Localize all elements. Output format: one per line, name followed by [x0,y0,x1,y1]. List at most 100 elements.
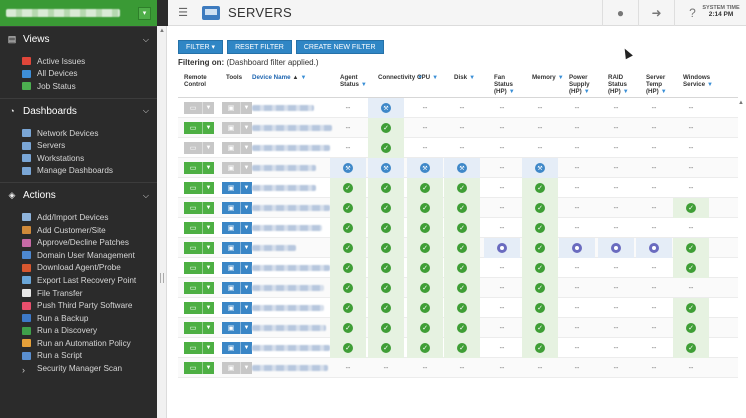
status-ok-icon[interactable]: ✓ [686,243,696,253]
chevron-down-icon[interactable]: ▼ [240,102,252,114]
column-header-memory[interactable]: Memory ▼ [532,74,564,82]
remote-control-button[interactable]: ▭ ▼ [184,282,214,294]
status-maintenance-icon[interactable]: ⚒ [457,163,467,173]
chevron-down-icon[interactable]: ▼ [240,362,252,374]
status-ok-icon[interactable]: ✓ [381,263,391,273]
sidebar-item-job-status[interactable]: Job Status [0,80,157,93]
filter-button[interactable]: FILTER ▾ [178,40,224,54]
status-ok-icon[interactable]: ✓ [535,263,545,273]
table-row[interactable]: ▭ ▼ ▣ ▼ -- ✓ -- -- -- -- -- -- -- -- [178,118,738,138]
sidebar-item-run-a-backup[interactable]: Run a Backup [0,312,157,325]
status-ok-icon[interactable]: ✓ [343,283,353,293]
logout-icon[interactable]: ➜ [638,0,674,26]
tools-button[interactable]: ▣ ▼ [222,322,252,334]
column-header-power-supply-hp[interactable]: Power Supply (HP) ▼ [569,74,590,96]
table-row[interactable]: ▭ ▼ ▣ ▼ -- -- -- -- -- -- -- -- -- -- [178,358,738,378]
column-header-server-temp-hp[interactable]: Server Temp (HP) ▼ [646,74,667,96]
table-row[interactable]: ▭ ▼ ▣ ▼ ✓ ✓ ✓ ✓ -- ✓ -- -- -- ✓ [178,318,738,338]
create-new-filter-button[interactable]: CREATE NEW FILTER [295,40,384,54]
status-ok-icon[interactable]: ✓ [535,303,545,313]
table-row[interactable]: ▭ ▼ ▣ ▼ ✓ ✓ ✓ ✓ -- ✓ -- -- -- -- [178,178,738,198]
status-ok-icon[interactable]: ✓ [457,203,467,213]
tools-icon[interactable]: ▣ [222,322,240,334]
status-ok-icon[interactable]: ✓ [381,203,391,213]
device-name-link-redacted[interactable] [252,205,330,211]
chevron-down-icon[interactable]: ▼ [240,222,252,234]
remote-control-button[interactable]: ▭ ▼ [184,242,214,254]
status-maintenance-icon[interactable]: ⚒ [420,163,430,173]
sidebar-item-all-devices[interactable]: All Devices [0,68,157,81]
remote-control-icon[interactable]: ▭ [184,282,202,294]
tools-icon[interactable]: ▣ [222,362,240,374]
status-ok-icon[interactable]: ✓ [686,343,696,353]
column-filter-icon[interactable]: ▼ [300,75,307,81]
column-filter-icon[interactable]: ▼ [583,89,590,95]
hamburger-menu-icon[interactable]: ☰ [178,7,188,19]
status-disconnected-icon[interactable] [572,243,582,253]
status-maintenance-icon[interactable]: ⚒ [381,103,391,113]
sidebar-item-security-manager-scan[interactable]: › Security Manager Scan [0,362,157,375]
remote-control-icon[interactable]: ▭ [184,142,202,154]
tools-icon[interactable]: ▣ [222,102,240,114]
sidebar-item-approve-decline-patches[interactable]: Approve/Decline Patches [0,236,157,249]
chevron-down-icon[interactable]: ▼ [240,302,252,314]
status-maintenance-icon[interactable]: ⚒ [343,163,353,173]
sidebar-item-add-import-devices[interactable]: Add/Import Devices [0,211,157,224]
chevron-down-icon[interactable]: ▼ [202,262,214,274]
sidebar-item-workstations[interactable]: Workstations [0,152,157,165]
status-ok-icon[interactable]: ✓ [535,223,545,233]
column-header-device-name[interactable]: Device Name ▲ ▼ [252,74,306,82]
chevron-down-icon[interactable]: ▼ [240,282,252,294]
chevron-down-icon[interactable]: ▼ [202,102,214,114]
sidebar-item-file-transfer[interactable]: File Transfer [0,287,157,300]
status-ok-icon[interactable]: ✓ [457,323,467,333]
status-ok-icon[interactable]: ✓ [343,203,353,213]
sidebar-item-domain-user-management[interactable]: Domain User Management [0,249,157,262]
chevron-down-icon[interactable]: ▼ [202,362,214,374]
chevron-down-icon[interactable]: ▼ [202,162,214,174]
user-profile-icon[interactable]: ● [602,0,638,26]
status-ok-icon[interactable]: ✓ [381,243,391,253]
remote-control-button[interactable]: ▭ ▼ [184,182,214,194]
tools-button[interactable]: ▣ ▼ [222,342,252,354]
column-filter-icon[interactable]: ▼ [360,82,367,88]
sidebar-item-servers[interactable]: Servers [0,139,157,152]
tools-button[interactable]: ▣ ▼ [222,202,252,214]
sidebar-item-add-customer-site[interactable]: Add Customer/Site [0,224,157,237]
remote-control-button[interactable]: ▭ ▼ [184,162,214,174]
tools-icon[interactable]: ▣ [222,302,240,314]
status-ok-icon[interactable]: ✓ [381,283,391,293]
status-ok-icon[interactable]: ✓ [381,303,391,313]
table-row[interactable]: ▭ ▼ ▣ ▼ ✓ ✓ ✓ ✓ ✓ ✓ [178,238,738,258]
device-name-link-redacted[interactable] [252,345,330,351]
remote-control-icon[interactable]: ▭ [184,222,202,234]
column-header-disk[interactable]: Disk ▼ [454,74,475,82]
sidebar-item-push-third-party-software[interactable]: Push Third Party Software [0,299,157,312]
status-ok-icon[interactable]: ✓ [535,283,545,293]
remote-control-icon[interactable]: ▭ [184,102,202,114]
tools-button[interactable]: ▣ ▼ [222,242,252,254]
column-header-connectivity[interactable]: Connectivity ▼ [378,74,423,82]
column-header-cpu[interactable]: CPU ▼ [417,74,438,82]
remote-control-button[interactable]: ▭ ▼ [184,322,214,334]
status-ok-icon[interactable]: ✓ [420,283,430,293]
chevron-down-icon[interactable]: ▼ [240,262,252,274]
device-name-link-redacted[interactable] [252,265,330,271]
table-row[interactable]: ▭ ▼ ▣ ▼ ✓ ✓ ✓ ✓ -- ✓ -- -- -- ✓ [178,298,738,318]
remote-control-button[interactable]: ▭ ▼ [184,362,214,374]
resize-grip-icon[interactable] [160,273,164,283]
chevron-down-icon[interactable]: ▼ [202,282,214,294]
column-filter-icon[interactable]: ▼ [508,89,515,95]
tools-button[interactable]: ▣ ▼ [222,262,252,274]
chevron-down-icon[interactable]: ▼ [202,122,214,134]
status-ok-icon[interactable]: ✓ [420,303,430,313]
table-row[interactable]: ▭ ▼ ▣ ▼ -- ⚒ -- -- -- -- -- -- -- -- [178,98,738,118]
device-name-link-redacted[interactable] [252,165,316,171]
sidebar-item-run-a-discovery[interactable]: Run a Discovery [0,325,157,338]
chevron-down-icon[interactable]: ▼ [202,142,214,154]
tools-icon[interactable]: ▣ [222,222,240,234]
sidebar-item-run-a-script[interactable]: Run a Script [0,350,157,363]
status-ok-icon[interactable]: ✓ [420,183,430,193]
column-header-raid-status-hp[interactable]: RAID Status (HP) ▼ [608,74,629,96]
status-ok-icon[interactable]: ✓ [381,323,391,333]
